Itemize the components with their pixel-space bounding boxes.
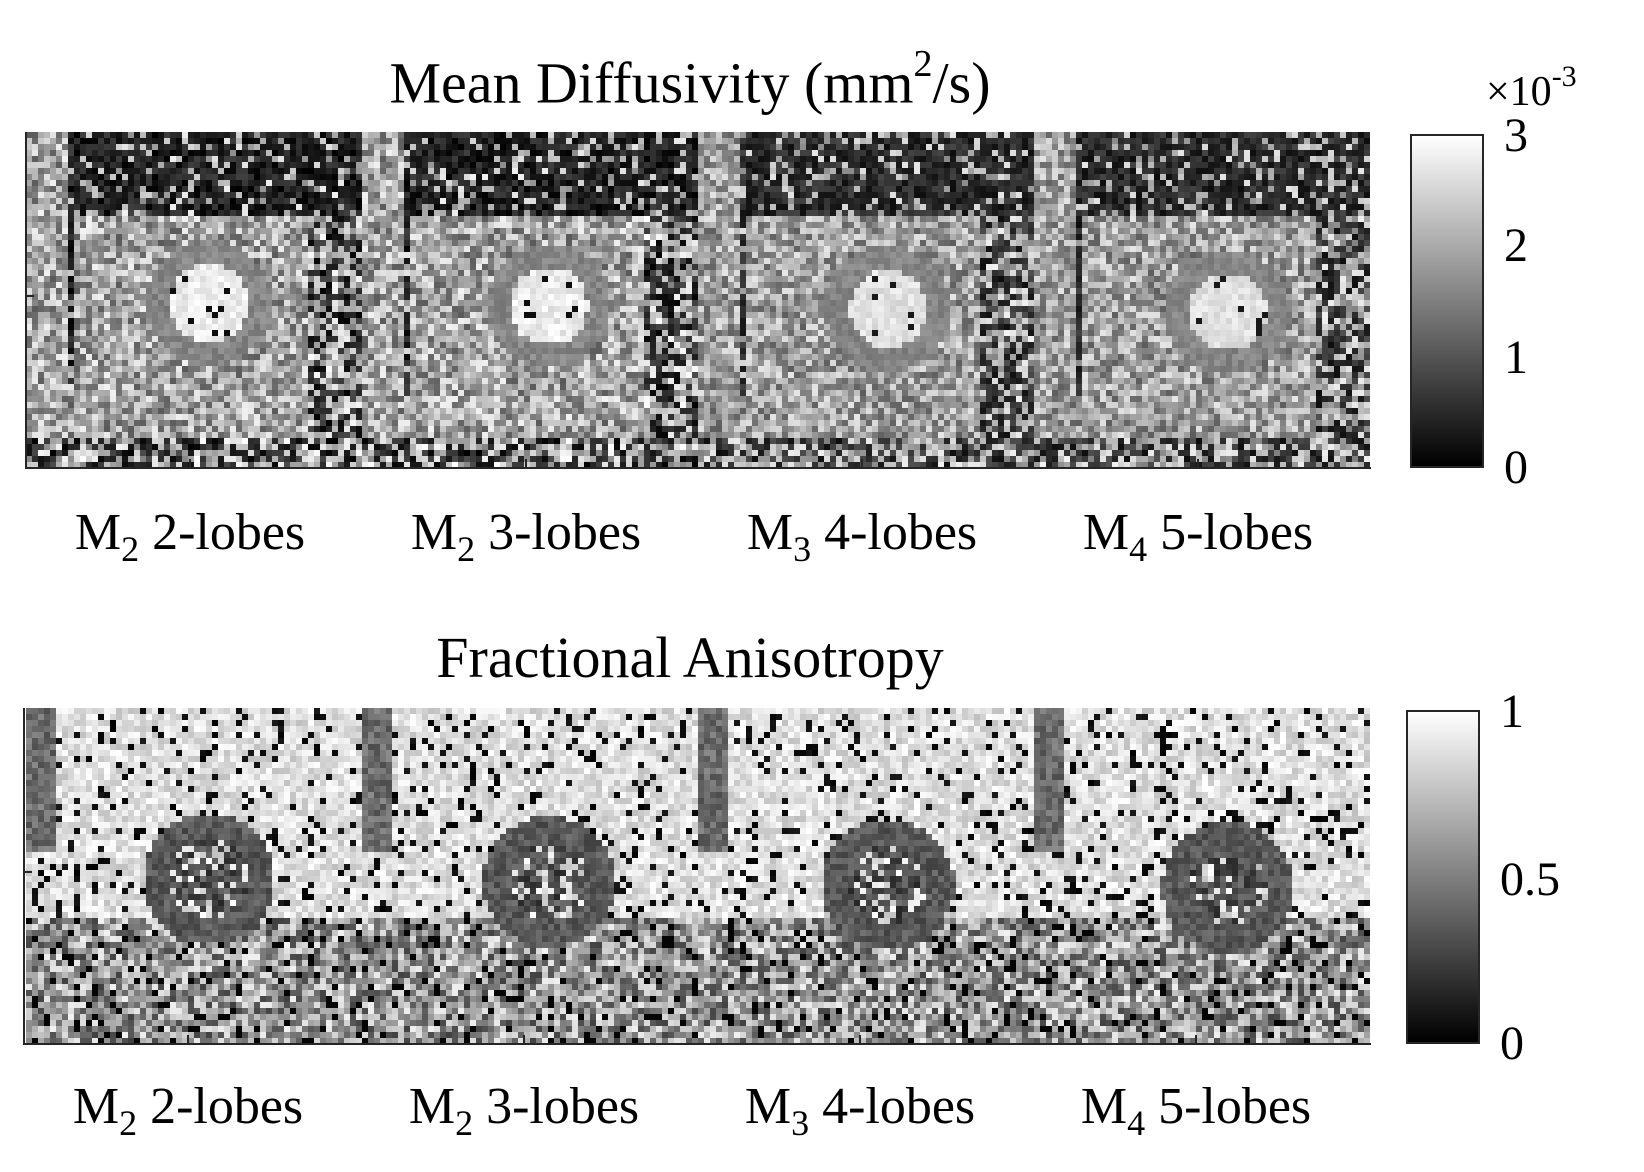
fa-title-main: Fractional Anisotropy <box>436 625 944 690</box>
md-title-tail: /s) <box>932 50 991 116</box>
md-title: Mean Diffusivity (mm2/s) <box>300 43 1080 116</box>
md-colorbar-multiplier: ×10-3 <box>1486 60 1577 115</box>
md-label-4: M4 5-lobes <box>1082 504 1314 569</box>
fa-x-axis <box>23 1043 1371 1045</box>
md-label-1: M2 2-lobes <box>74 504 306 569</box>
fa-image-montage <box>26 708 1370 1044</box>
md-x-tick-1 <box>189 459 191 468</box>
fa-label-1: M2 2-lobes <box>72 1078 304 1143</box>
md-colorbar-tick-1: 1 <box>1504 331 1528 384</box>
md-label-3: M3 4-lobes <box>746 504 978 569</box>
fa-colorbar-tick-0: 0 <box>1500 1017 1524 1070</box>
fa-x-tick-4 <box>1195 1035 1197 1044</box>
md-colorbar <box>1410 134 1484 468</box>
fa-colorbar <box>1406 710 1480 1044</box>
fa-label-4: M4 5-lobes <box>1080 1078 1312 1143</box>
md-image-montage <box>26 132 1370 468</box>
fa-y-tick <box>23 871 32 873</box>
md-colorbar-tick-2: 2 <box>1504 219 1528 272</box>
md-image-axes <box>26 132 1370 468</box>
md-title-sup: 2 <box>913 43 933 85</box>
fa-colorbar-tick-0-5: 0.5 <box>1500 853 1560 906</box>
md-x-axis <box>25 467 1371 469</box>
md-y-tick <box>25 295 34 297</box>
md-label-2: M2 3-lobes <box>410 504 642 569</box>
md-colorbar-tick-3: 3 <box>1504 109 1528 162</box>
md-x-tick-3 <box>861 459 863 468</box>
md-colorbar-tick-0: 0 <box>1504 441 1528 494</box>
fa-title: Fractional Anisotropy <box>300 624 1080 691</box>
fa-label-3: M3 4-lobes <box>744 1078 976 1143</box>
md-x-tick-2 <box>525 459 527 468</box>
fa-x-tick-3 <box>859 1035 861 1044</box>
md-y-axis <box>25 132 27 469</box>
fa-y-axis <box>23 708 25 1045</box>
fa-colorbar-tick-1: 1 <box>1500 685 1524 738</box>
fa-image-axes <box>26 708 1370 1044</box>
md-title-main: Mean Diffusivity (mm <box>389 50 914 116</box>
md-x-tick-4 <box>1197 459 1199 468</box>
fa-x-tick-1 <box>187 1035 189 1044</box>
fa-label-2: M2 3-lobes <box>408 1078 640 1143</box>
fa-x-tick-2 <box>523 1035 525 1044</box>
